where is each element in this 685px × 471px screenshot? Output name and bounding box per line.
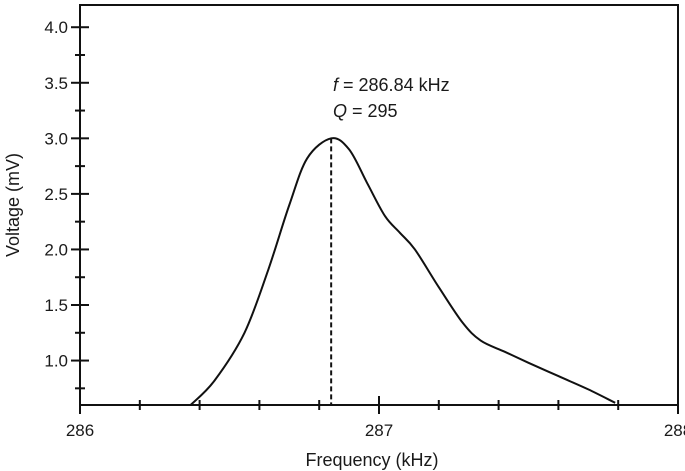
x-tick-label: 288 [664, 421, 685, 440]
annotation-q-value: = 295 [347, 101, 398, 121]
annotation-frequency-value: = 286.84 kHz [338, 75, 450, 95]
annotation-frequency-symbol: f [333, 75, 340, 95]
x-axis-ticks: 286 287 288 [66, 396, 685, 440]
y-tick-label: 4.0 [44, 18, 68, 37]
y-tick-label: 3.0 [44, 129, 68, 148]
y-axis-ticks: 1.0 1.5 2.0 2.5 3.0 3.5 4.0 [44, 18, 89, 390]
annotation-q-factor: Q = 295 [333, 101, 398, 121]
x-axis-label: Frequency (kHz) [305, 450, 438, 470]
y-axis-label: Voltage (mV) [3, 153, 23, 257]
y-tick-label: 2.5 [44, 185, 68, 204]
x-tick-label: 287 [365, 421, 393, 440]
voltage-curve [189, 137, 616, 406]
y-tick-label: 1.5 [44, 296, 68, 315]
y-tick-label: 1.0 [44, 352, 68, 371]
annotation-frequency: f = 286.84 kHz [333, 75, 450, 95]
x-tick-label: 286 [66, 421, 94, 440]
y-tick-label: 3.5 [44, 74, 68, 93]
y-tick-label: 2.0 [44, 240, 68, 259]
annotation-q-symbol: Q [333, 101, 347, 121]
